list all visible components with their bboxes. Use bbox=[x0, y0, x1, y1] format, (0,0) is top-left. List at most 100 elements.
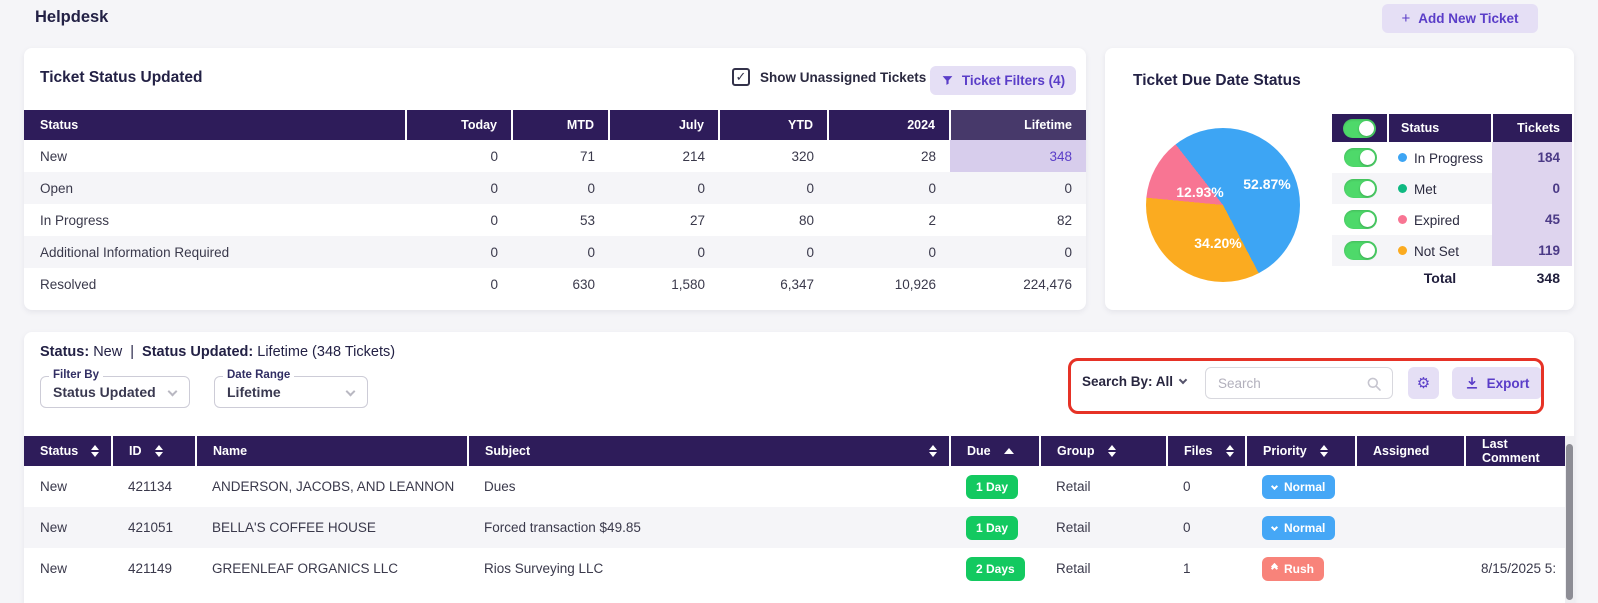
col-header-status[interactable]: Status bbox=[24, 436, 112, 466]
ticket-row[interactable]: New 421149 GREENLEAF ORGANICS LLC Rios S… bbox=[24, 548, 1565, 589]
filter-by-select[interactable]: Filter By Status Updated bbox=[40, 369, 190, 408]
priority-badge-rush[interactable]: Rush bbox=[1262, 556, 1324, 581]
value-cell[interactable]: 80 bbox=[798, 212, 814, 228]
search-by-dropdown[interactable]: Search By: All bbox=[1082, 374, 1188, 389]
search-input[interactable] bbox=[1218, 369, 1358, 397]
value-cell[interactable]: 53 bbox=[579, 212, 595, 228]
col-header-today[interactable]: Today bbox=[405, 110, 512, 140]
scrollbar-thumb[interactable] bbox=[1566, 444, 1573, 600]
value-cell[interactable]: 0 bbox=[406, 236, 512, 268]
list-summary: Status: New | Status Updated: Lifetime (… bbox=[40, 344, 395, 360]
add-new-ticket-button[interactable]: + Add New Ticket bbox=[1382, 4, 1538, 33]
value-cell[interactable]: 0 bbox=[609, 172, 719, 204]
ticket-assigned bbox=[1356, 548, 1465, 589]
ticket-status: New bbox=[40, 479, 68, 494]
toggle-met[interactable] bbox=[1343, 179, 1377, 198]
legend-row-in-progress: In Progress 184 bbox=[1332, 142, 1572, 173]
value-cell[interactable]: 0 bbox=[490, 148, 498, 164]
legend-row-not-set: Not Set 119 bbox=[1332, 235, 1572, 266]
value-cell[interactable]: 0 bbox=[512, 172, 609, 204]
col-header-mtd[interactable]: MTD bbox=[511, 110, 609, 140]
value-cell[interactable]: 28 bbox=[920, 148, 936, 164]
value-cell[interactable]: 10,926 bbox=[894, 276, 936, 292]
value-cell[interactable]: 0 bbox=[512, 236, 609, 268]
value-cell[interactable]: 0 bbox=[950, 172, 1086, 204]
col-header-2024[interactable]: 2024 bbox=[827, 110, 950, 140]
value-cell[interactable]: 0 bbox=[950, 236, 1086, 268]
chevron-down-icon bbox=[1270, 482, 1279, 491]
sort-icon bbox=[1225, 445, 1234, 457]
value-cell-selected[interactable]: 348 bbox=[950, 140, 1086, 172]
funnel-icon bbox=[942, 76, 953, 85]
value-cell[interactable]: 0 bbox=[609, 236, 719, 268]
summary-updated-label: Status Updated: bbox=[142, 344, 254, 360]
toggle-all-switch[interactable] bbox=[1343, 118, 1376, 138]
sort-icon bbox=[1107, 445, 1116, 457]
col-header-assigned[interactable]: Assigned bbox=[1355, 436, 1465, 466]
ticket-group: Retail bbox=[1040, 507, 1167, 548]
value-cell[interactable]: 82 bbox=[1056, 212, 1072, 228]
value-cell[interactable]: 71 bbox=[579, 148, 595, 164]
value-cell[interactable]: 0 bbox=[406, 172, 512, 204]
value-cell[interactable]: 0 bbox=[490, 276, 498, 292]
ticket-filters-button[interactable]: Ticket Filters (4) bbox=[930, 66, 1076, 95]
col-header-due[interactable]: Due bbox=[949, 436, 1040, 466]
export-button[interactable]: Export bbox=[1452, 367, 1542, 399]
show-unassigned-label: Show Unassigned Tickets bbox=[760, 69, 927, 85]
col-header-id[interactable]: ID bbox=[111, 436, 196, 466]
value-cell[interactable]: 27 bbox=[689, 212, 705, 228]
date-range-label: Date Range bbox=[223, 369, 295, 381]
priority-badge-normal[interactable]: Normal bbox=[1262, 474, 1336, 499]
settings-button[interactable]: ⚙ bbox=[1408, 367, 1439, 399]
toggle-in-progress[interactable] bbox=[1343, 148, 1377, 167]
col-header-lifetime[interactable]: Lifetime bbox=[949, 110, 1086, 140]
value-cell[interactable]: 214 bbox=[682, 148, 705, 164]
status-row-in-progress[interactable]: In Progress 0 53 27 80 2 82 bbox=[24, 204, 1086, 236]
value-cell[interactable]: 0 bbox=[719, 236, 828, 268]
summary-status-label: Status: bbox=[40, 344, 90, 360]
col-header-subject[interactable]: Subject bbox=[467, 436, 950, 466]
status-cell: Resolved bbox=[40, 276, 97, 292]
value-cell[interactable]: 2 bbox=[928, 212, 936, 228]
value-cell[interactable]: 0 bbox=[719, 172, 828, 204]
col-header-ytd[interactable]: YTD bbox=[718, 110, 828, 140]
ticket-files: 0 bbox=[1183, 479, 1191, 494]
status-row-additional-info[interactable]: Additional Information Required 0 0 0 0 … bbox=[24, 236, 1086, 268]
expired-dot-icon bbox=[1398, 215, 1407, 225]
ticket-subject: Rios Surveying LLC bbox=[484, 561, 604, 576]
status-cell: Open bbox=[24, 172, 406, 204]
legend-value: 0 bbox=[1492, 173, 1572, 204]
legend-total-label: Total bbox=[1423, 270, 1457, 286]
col-header-last-comment[interactable]: Last Comment bbox=[1464, 436, 1565, 466]
value-cell[interactable]: 224,476 bbox=[1023, 276, 1072, 292]
col-header-july[interactable]: July bbox=[608, 110, 719, 140]
date-range-select[interactable]: Date Range Lifetime bbox=[214, 369, 368, 408]
value-cell[interactable]: 0 bbox=[828, 172, 950, 204]
col-header-priority[interactable]: Priority bbox=[1245, 436, 1356, 466]
value-cell[interactable]: 0 bbox=[828, 236, 950, 268]
ticket-row[interactable]: New 421134 ANDERSON, JACOBS, AND LEANNON… bbox=[24, 466, 1565, 507]
col-header-group[interactable]: Group bbox=[1039, 436, 1167, 466]
value-cell[interactable]: 6,347 bbox=[780, 276, 814, 292]
col-header-files[interactable]: Files bbox=[1166, 436, 1246, 466]
toggle-not-set[interactable] bbox=[1343, 241, 1377, 260]
col-header-status[interactable]: Status bbox=[24, 110, 406, 140]
value-cell[interactable]: 320 bbox=[791, 148, 814, 164]
value-cell[interactable]: 630 bbox=[572, 276, 595, 292]
status-row-resolved[interactable]: Resolved 0 630 1,580 6,347 10,926 224,47… bbox=[24, 268, 1086, 300]
not-set-dot-icon bbox=[1398, 246, 1407, 256]
status-row-open[interactable]: Open 0 0 0 0 0 0 bbox=[24, 172, 1086, 204]
priority-badge-normal[interactable]: Normal bbox=[1262, 515, 1336, 540]
legend-total-value: 348 bbox=[1536, 270, 1560, 286]
summary-separator: | bbox=[130, 344, 135, 360]
value-cell[interactable]: 1,580 bbox=[671, 276, 705, 292]
download-icon bbox=[1466, 376, 1477, 389]
status-row-new[interactable]: New 0 71 214 320 28 348 bbox=[24, 140, 1086, 172]
value-cell[interactable]: 0 bbox=[490, 212, 498, 228]
col-header-name[interactable]: Name bbox=[195, 436, 468, 466]
ticket-name: BELLA'S COFFEE HOUSE bbox=[196, 507, 468, 548]
show-unassigned-checkbox[interactable]: ✓ Show Unassigned Tickets bbox=[732, 68, 926, 86]
toggle-expired[interactable] bbox=[1343, 210, 1377, 229]
ticket-row[interactable]: New 421051 BELLA'S COFFEE HOUSE Forced t… bbox=[24, 507, 1565, 548]
ticket-list-panel: Status: New | Status Updated: Lifetime (… bbox=[24, 332, 1574, 603]
